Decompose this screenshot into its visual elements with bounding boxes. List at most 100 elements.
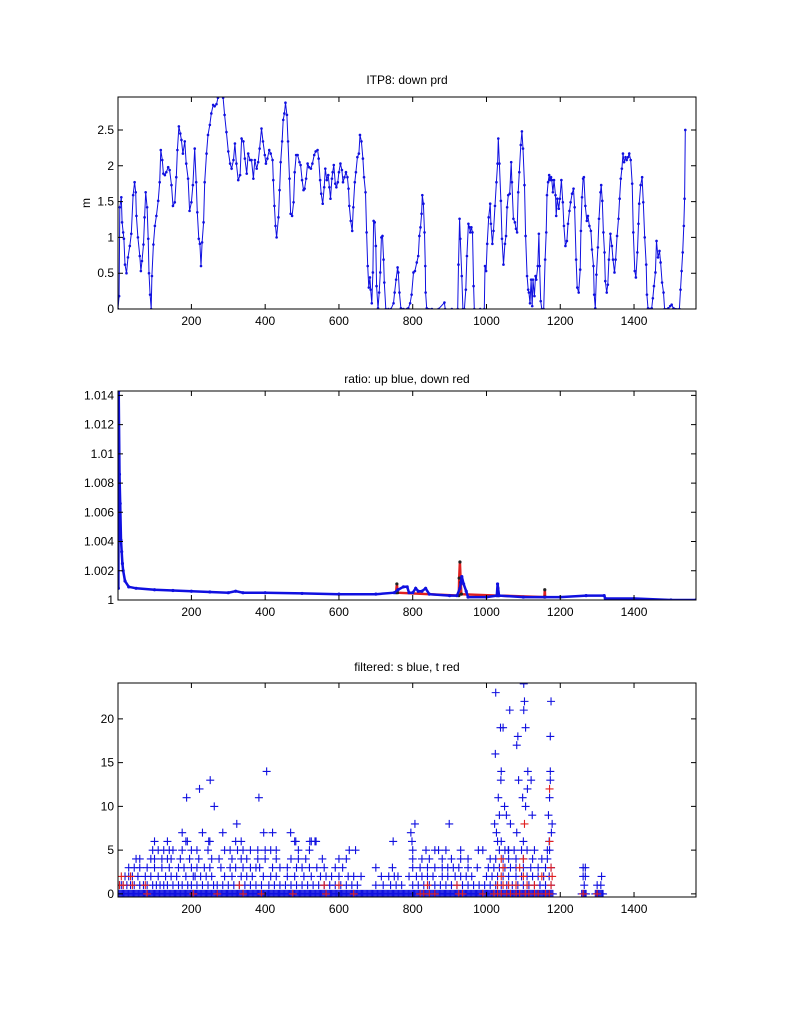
data-point xyxy=(364,190,367,194)
data-point xyxy=(180,863,189,872)
data-point xyxy=(423,264,427,268)
data-point xyxy=(205,863,214,872)
data-point xyxy=(405,872,414,881)
data-point xyxy=(194,180,198,184)
data-point xyxy=(286,854,295,863)
data-point xyxy=(519,837,528,846)
data-point xyxy=(519,706,528,715)
data-point xyxy=(331,863,340,872)
data-point xyxy=(347,204,351,208)
data-point xyxy=(416,863,425,872)
data-point xyxy=(271,178,275,182)
data-point xyxy=(365,231,368,234)
data-point xyxy=(561,200,565,204)
data-point xyxy=(512,217,515,221)
data-point xyxy=(288,177,291,180)
data-point xyxy=(614,258,617,261)
data-point xyxy=(349,219,353,223)
data-point xyxy=(562,224,566,228)
data-point xyxy=(491,242,494,246)
data-point xyxy=(218,828,227,837)
data-point xyxy=(382,258,385,261)
plot1-title: ITP8: down prd xyxy=(366,73,447,87)
data-point xyxy=(521,595,525,599)
data-point xyxy=(369,288,372,291)
data-point xyxy=(259,828,268,837)
data-point xyxy=(460,274,464,278)
plot2-axes: 200 400 600 800 1000 1200 1400 1 1.002 1.004 1.006… xyxy=(84,388,697,619)
data-point xyxy=(398,291,401,294)
data-point xyxy=(272,846,281,855)
data-point xyxy=(314,150,318,153)
data-point xyxy=(619,177,623,180)
data-point xyxy=(197,237,201,241)
data-point xyxy=(283,872,292,881)
data-point xyxy=(544,811,553,820)
data-point xyxy=(573,205,576,209)
data-point xyxy=(504,854,513,863)
data-point xyxy=(430,863,439,872)
data-point xyxy=(497,767,506,776)
data-point xyxy=(640,175,644,179)
data-point xyxy=(518,793,527,802)
data-point xyxy=(543,258,547,261)
data-point xyxy=(170,183,173,187)
data-point xyxy=(392,301,395,305)
data-point xyxy=(135,214,138,218)
data-point xyxy=(181,837,190,846)
y-tick-label: 2 xyxy=(107,159,114,173)
data-point xyxy=(191,183,195,187)
data-point xyxy=(434,846,443,855)
data-point xyxy=(464,854,473,863)
data-point xyxy=(118,294,121,298)
data-point xyxy=(272,854,281,863)
data-point xyxy=(319,192,323,195)
data-point xyxy=(299,163,302,167)
x-tick-label: 800 xyxy=(403,902,423,916)
data-point xyxy=(491,749,500,758)
data-point xyxy=(335,185,338,189)
data-point xyxy=(582,175,586,179)
data-point xyxy=(178,846,187,855)
data-point xyxy=(294,846,303,855)
data-point xyxy=(139,269,143,273)
data-point xyxy=(290,872,299,881)
data-point xyxy=(131,193,135,197)
data-point xyxy=(118,205,122,209)
data-point xyxy=(133,872,142,881)
data-point xyxy=(374,244,378,248)
data-point xyxy=(464,863,473,872)
data-point xyxy=(466,595,470,599)
data-point xyxy=(448,594,452,598)
data-point xyxy=(207,854,216,863)
data-point xyxy=(524,234,527,238)
data-point xyxy=(560,178,563,182)
data-point xyxy=(441,846,450,855)
data-point xyxy=(341,180,345,184)
data-point xyxy=(371,863,380,872)
data-point xyxy=(215,854,224,863)
data-point xyxy=(495,811,504,820)
data-point xyxy=(141,881,150,890)
data-point xyxy=(547,863,556,872)
data-point xyxy=(606,283,610,286)
data-point xyxy=(274,224,277,228)
data-point xyxy=(548,178,552,182)
data-point xyxy=(120,195,123,199)
data-point xyxy=(371,881,380,890)
series-line xyxy=(118,391,696,600)
data-point xyxy=(581,863,590,872)
data-point xyxy=(198,242,202,246)
data-point xyxy=(205,152,208,155)
data-point xyxy=(279,160,282,164)
data-point xyxy=(126,872,135,881)
data-point xyxy=(538,264,541,268)
data-point xyxy=(514,227,518,231)
data-point xyxy=(457,576,461,580)
data-point xyxy=(329,197,332,201)
data-point xyxy=(570,192,574,195)
data-point xyxy=(353,180,357,184)
data-point xyxy=(667,306,670,309)
data-point xyxy=(174,175,178,179)
data-point xyxy=(617,217,620,221)
